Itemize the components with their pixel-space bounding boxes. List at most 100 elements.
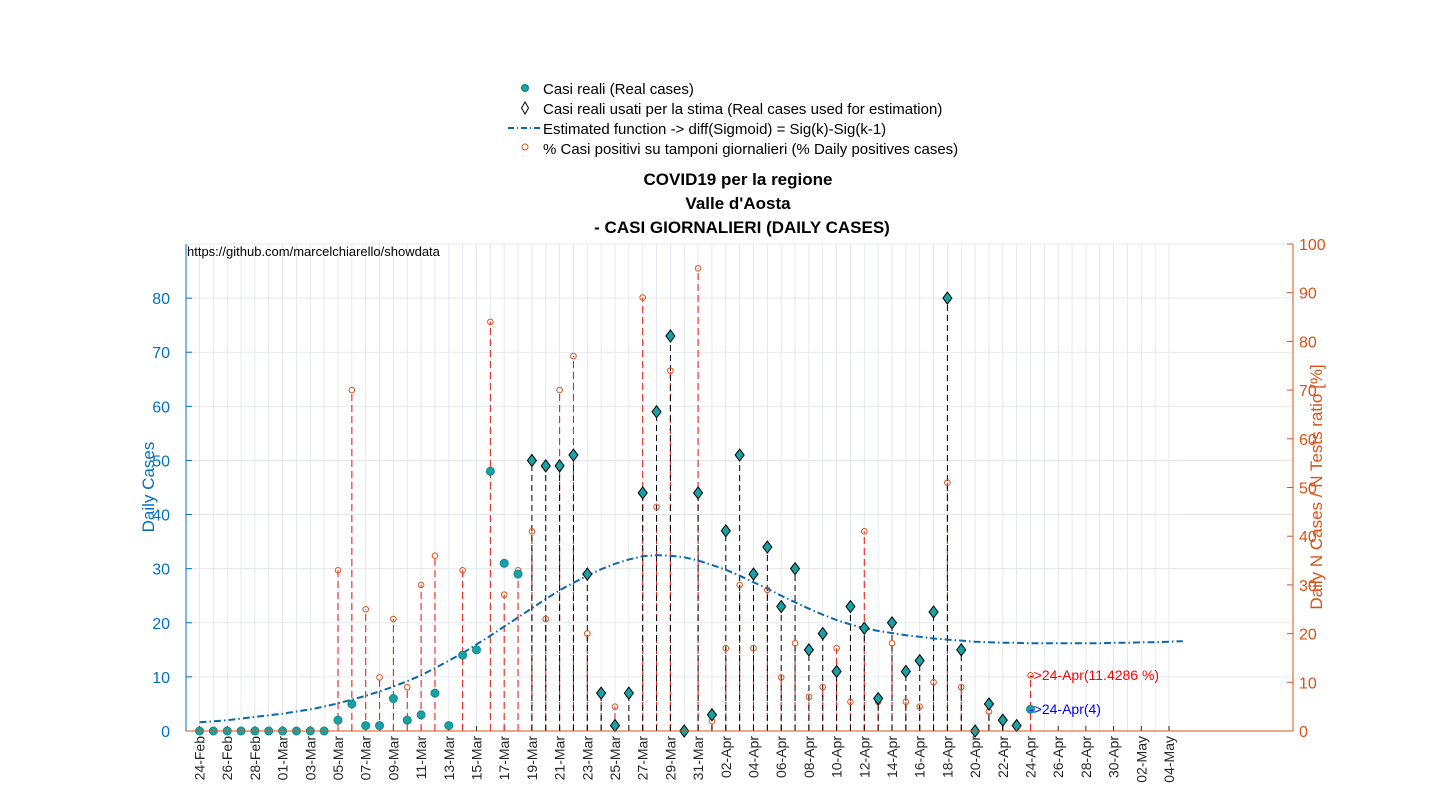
chart-title-line-3: - CASI GIORNALIERI (DAILY CASES) [594,218,890,237]
y-ticks-left: 0 10 20 30 40 50 60 70 80 [152,291,192,741]
y-tick-label-right: 50 [1299,481,1317,498]
estimation-case-point [789,561,801,576]
estimation-case-point [540,459,551,473]
y-tick-label-left: 60 [152,399,170,416]
estimation-case-point [762,540,773,554]
annotation-ratio: ->24-Apr(11.4286 %) [1029,667,1159,683]
y-tick-label-left: 10 [152,670,170,687]
estimation-case-point [692,486,704,500]
estimation-case-point [526,453,538,468]
estimation-case-point [845,599,856,614]
ratio-point [362,605,370,613]
ratio-point [930,679,937,686]
legend-label-positive-ratio: % Casi positivi su tamponi giornalieri (… [543,141,958,158]
ratio-point [584,630,591,637]
ratio-point [1027,672,1034,679]
ratio-point [750,644,757,652]
x-tick-label: 31-Mar [690,736,706,781]
ratio-point [736,581,743,589]
ratio-point [542,615,550,623]
x-tick-label: 25-Mar [607,736,623,781]
x-tick-label: 17-Mar [496,736,512,781]
estimation-case-point [928,605,939,619]
real-case-point [416,710,426,720]
y-tick-label-left: 80 [152,291,170,308]
estimation-case-point [720,523,731,538]
x-tick-label: 08-Apr [801,736,817,778]
estimation-case-point [831,664,842,679]
ratio-point [487,318,494,326]
x-tick-label: 28-Apr [1078,736,1094,778]
x-tick-label: 23-Mar [579,736,595,781]
real-case-point [499,558,509,568]
estimation-case-point [956,642,967,657]
x-tick-label: 28-Feb [247,736,263,781]
real-case-point [402,715,412,725]
estimation-case-point [568,448,579,462]
real-case-point [333,715,343,725]
ratio-point [833,644,840,652]
ratio-point [777,674,785,681]
ratio-point [334,566,342,574]
x-tick-label: 03-Mar [302,736,318,781]
x-ticks: 24-Feb 26-Feb 28-Feb 01-Mar 03-Mar 05-Mar 07-M… [192,726,1177,783]
legend-label-estimated-function: Estimated function -> diff(Sigmoid) = Si… [543,121,886,138]
y-ticks-right: 0 10 20 30 40 50 60 70 80 90 100 [1287,237,1326,741]
real-case-point [472,645,481,655]
y-tick-label-right: 0 [1299,724,1308,741]
estimation-case-point [596,686,607,700]
estimation-case-point [803,642,815,657]
x-tick-label: 27-Mar [635,736,651,781]
ratio-point [556,386,563,394]
x-tick-label: 18-Apr [939,736,955,778]
ratio-point [722,644,730,652]
real-case-point [375,721,385,731]
x-tick-label: 05-Mar [330,736,346,781]
estimation-case-point [817,626,828,641]
estimation-case-point [651,404,662,419]
ratio-point [805,693,813,701]
estimation-case-point [734,448,745,462]
estimation-case-point [900,664,911,679]
x-tick-label: 13-Mar [441,736,457,781]
x-tick-label: 24-Feb [192,736,208,781]
x-tick-label: 02-May [1133,736,1149,783]
chart-title-line-1: COVID19 per la regione [644,170,833,189]
x-tick-label: 01-Mar [275,736,291,781]
x-tick-label: 02-Apr [718,736,734,778]
x-tick-label: 19-Mar [524,736,540,781]
x-tick-label: 22-Apr [995,736,1011,778]
estimation-case-point [942,291,953,305]
x-tick-label: 26-Apr [1050,736,1066,778]
y-tick-label-left: 40 [152,508,170,525]
x-tick-label: 12-Apr [856,736,872,778]
y-tick-label-right: 10 [1299,675,1317,692]
ratio-point [500,591,508,598]
cases-stems [531,298,1018,731]
x-tick-label: 29-Mar [662,736,678,781]
x-tick-label: 30-Apr [1106,736,1122,778]
ratio-point [390,615,397,623]
estimation-case-point [609,718,621,733]
chart-title-line-2: Valle d'Aosta [685,194,791,213]
y-tick-label-left: 70 [152,345,170,362]
y-tick-label-left: 20 [152,616,170,633]
ratio-point [764,586,771,594]
x-tick-label: 11-Mar [413,736,429,780]
y-tick-label-right: 30 [1299,578,1317,595]
real-case-point [388,694,398,704]
legend-marker-estimation-cases [520,101,530,115]
legend-label-real-cases: Casi reali (Real cases) [543,81,694,98]
real-case-point [347,699,357,709]
x-tick-label: 16-Apr [912,736,928,778]
estimation-case-point [914,653,925,668]
ratio-point [667,367,674,374]
ratio-point [403,683,411,691]
y-tick-label-left: 0 [161,724,170,741]
y-axis-label-right: Daily N Cases / N Tests ratio [%] [1307,364,1326,609]
ratio-point [431,552,439,559]
x-tick-label: 20-Apr [967,736,983,778]
y-tick-label-left: 50 [152,453,170,470]
y-tick-label-right: 100 [1299,237,1326,254]
ratio-point [847,698,854,706]
